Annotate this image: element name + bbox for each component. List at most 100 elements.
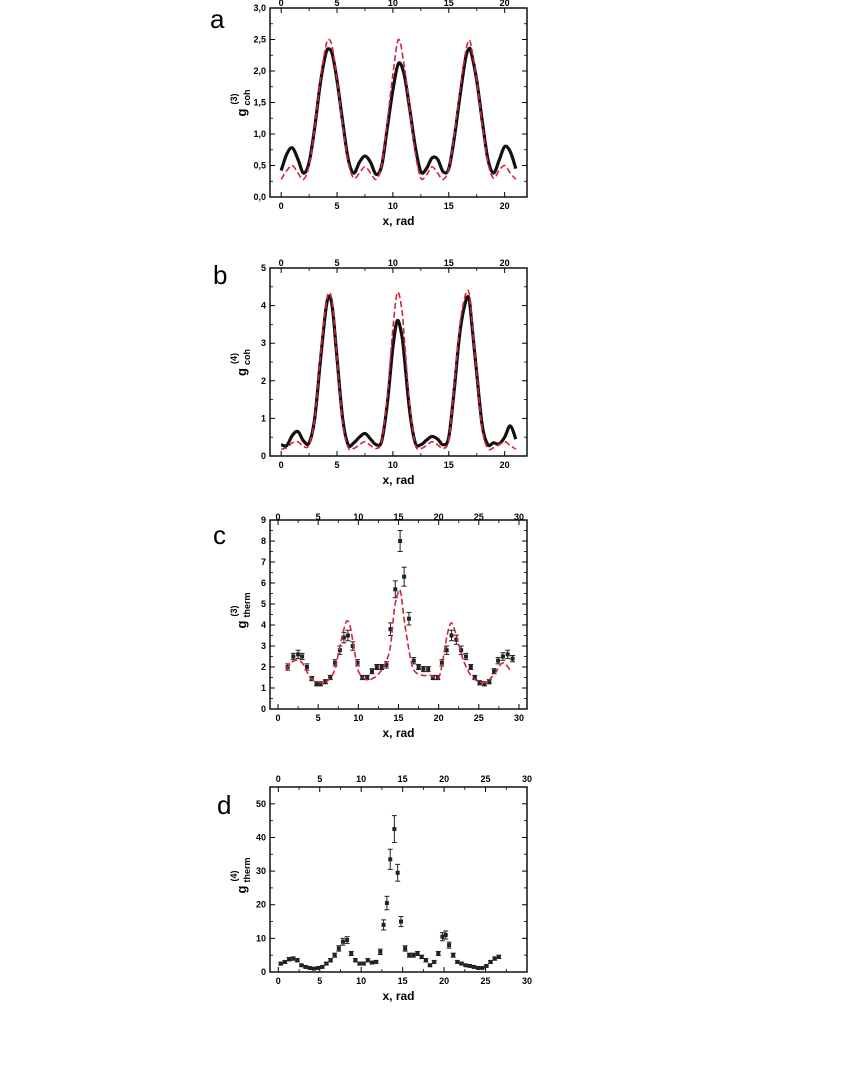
data-point: [355, 660, 360, 665]
x-axis-label: x, rad: [382, 726, 414, 740]
data-point: [320, 964, 325, 969]
y-tick-label: 20: [256, 900, 266, 910]
x-tick-label: 20: [439, 976, 449, 986]
x-tick-label: 0: [276, 976, 281, 986]
x-tick-label-top: 20: [500, 0, 510, 8]
x-tick-label-top: 10: [353, 512, 363, 522]
y-tick-label: 3: [261, 641, 266, 651]
x-axis-label: x, rad: [382, 989, 414, 1003]
y-tick-label: 2: [261, 376, 266, 386]
data-point: [318, 681, 323, 686]
x-tick-label-top: 20: [439, 774, 449, 784]
data-point: [510, 656, 515, 661]
x-tick-label-top: 25: [474, 512, 484, 522]
x-tick-label: 0: [276, 713, 281, 723]
data-point: [415, 951, 420, 956]
data-point: [468, 665, 473, 669]
data-point: [439, 660, 444, 665]
data-point: [311, 966, 316, 971]
data-point: [449, 633, 454, 638]
data-point: [428, 963, 433, 968]
x-tick-label: 0: [279, 460, 284, 470]
data-point: [369, 669, 374, 674]
y-tick-label: 9: [261, 515, 266, 525]
x-tick-label-top: 5: [335, 0, 340, 8]
x-tick-label-top: 0: [279, 258, 284, 268]
x-tick-label: 15: [444, 201, 454, 211]
y-tick-label: 10: [256, 933, 266, 943]
figure-background: [205, 0, 567, 1015]
data-point: [402, 574, 407, 579]
y-axis-label-main: g: [234, 885, 249, 893]
data-point: [500, 654, 505, 659]
y-axis-label-main: g: [234, 368, 249, 376]
x-tick-label-top: 5: [316, 512, 321, 522]
data-point: [384, 901, 389, 906]
panels: 00551010151520200,00,51,01,52,02,53,0x, …: [210, 0, 532, 1003]
x-tick-label-top: 5: [335, 258, 340, 268]
data-point: [332, 953, 337, 958]
x-tick-label-top: 0: [276, 774, 281, 784]
data-point: [419, 954, 424, 959]
data-point: [287, 957, 292, 962]
data-point: [291, 654, 296, 659]
y-tick-label: 2: [261, 662, 266, 672]
x-tick-label-top: 15: [444, 258, 454, 268]
x-tick-label: 5: [335, 201, 340, 211]
x-tick-label-top: 10: [356, 774, 366, 784]
data-point: [381, 922, 386, 927]
y-axis-label-sub: therm: [242, 592, 252, 617]
data-point: [379, 665, 384, 669]
data-point: [345, 633, 350, 638]
data-point: [384, 662, 389, 667]
x-tick-label-top: 15: [393, 512, 403, 522]
x-tick-label: 25: [474, 713, 484, 723]
x-tick-label-top: 0: [279, 0, 284, 8]
y-tick-label: 4: [261, 301, 266, 311]
data-point: [328, 675, 333, 680]
data-point: [295, 958, 300, 963]
y-axis-label-sub: therm: [242, 857, 252, 882]
x-tick-label: 20: [434, 713, 444, 723]
y-tick-label: 2,0: [253, 66, 266, 76]
x-tick-label: 5: [316, 713, 321, 723]
x-tick-label-top: 0: [276, 512, 281, 522]
data-point: [337, 648, 342, 653]
x-axis-label: x, rad: [382, 214, 414, 228]
y-axis-label-main: g: [234, 108, 249, 116]
data-point: [374, 665, 379, 669]
y-tick-label: 2,5: [253, 35, 266, 45]
x-tick-label-top: 30: [522, 774, 532, 784]
data-point: [440, 934, 445, 939]
data-point: [300, 654, 305, 659]
data-point: [340, 939, 345, 944]
x-tick-label: 5: [335, 460, 340, 470]
data-point: [471, 964, 476, 969]
y-tick-label: 30: [256, 866, 266, 876]
x-tick-label: 10: [356, 976, 366, 986]
data-point: [395, 870, 400, 875]
data-point: [492, 956, 497, 961]
y-tick-label: 4: [261, 620, 266, 630]
data-point: [421, 667, 426, 672]
series-group: [279, 38, 518, 181]
x-tick-label: 15: [393, 713, 403, 723]
y-axis-label: g (4) therm: [229, 857, 252, 893]
y-axis-label-sup: (3): [229, 93, 239, 104]
data-point: [291, 956, 296, 961]
data-point: [333, 660, 338, 665]
y-tick-label: 0: [261, 704, 266, 714]
data-point: [282, 959, 287, 964]
data-point: [447, 943, 452, 948]
data-point: [482, 681, 487, 686]
data-point: [459, 961, 464, 966]
data-point: [361, 961, 366, 966]
x-tick-label: 10: [388, 201, 398, 211]
x-tick-label: 30: [514, 713, 524, 723]
panel-a: 0 0 5 5 10 10 15 15 20 20 0,0 0,5 1,0 1,5 2,0 2,5 3,0 x, …: [210, 0, 528, 228]
series-group: [278, 815, 502, 971]
data-point: [357, 961, 362, 966]
data-point: [398, 539, 403, 543]
